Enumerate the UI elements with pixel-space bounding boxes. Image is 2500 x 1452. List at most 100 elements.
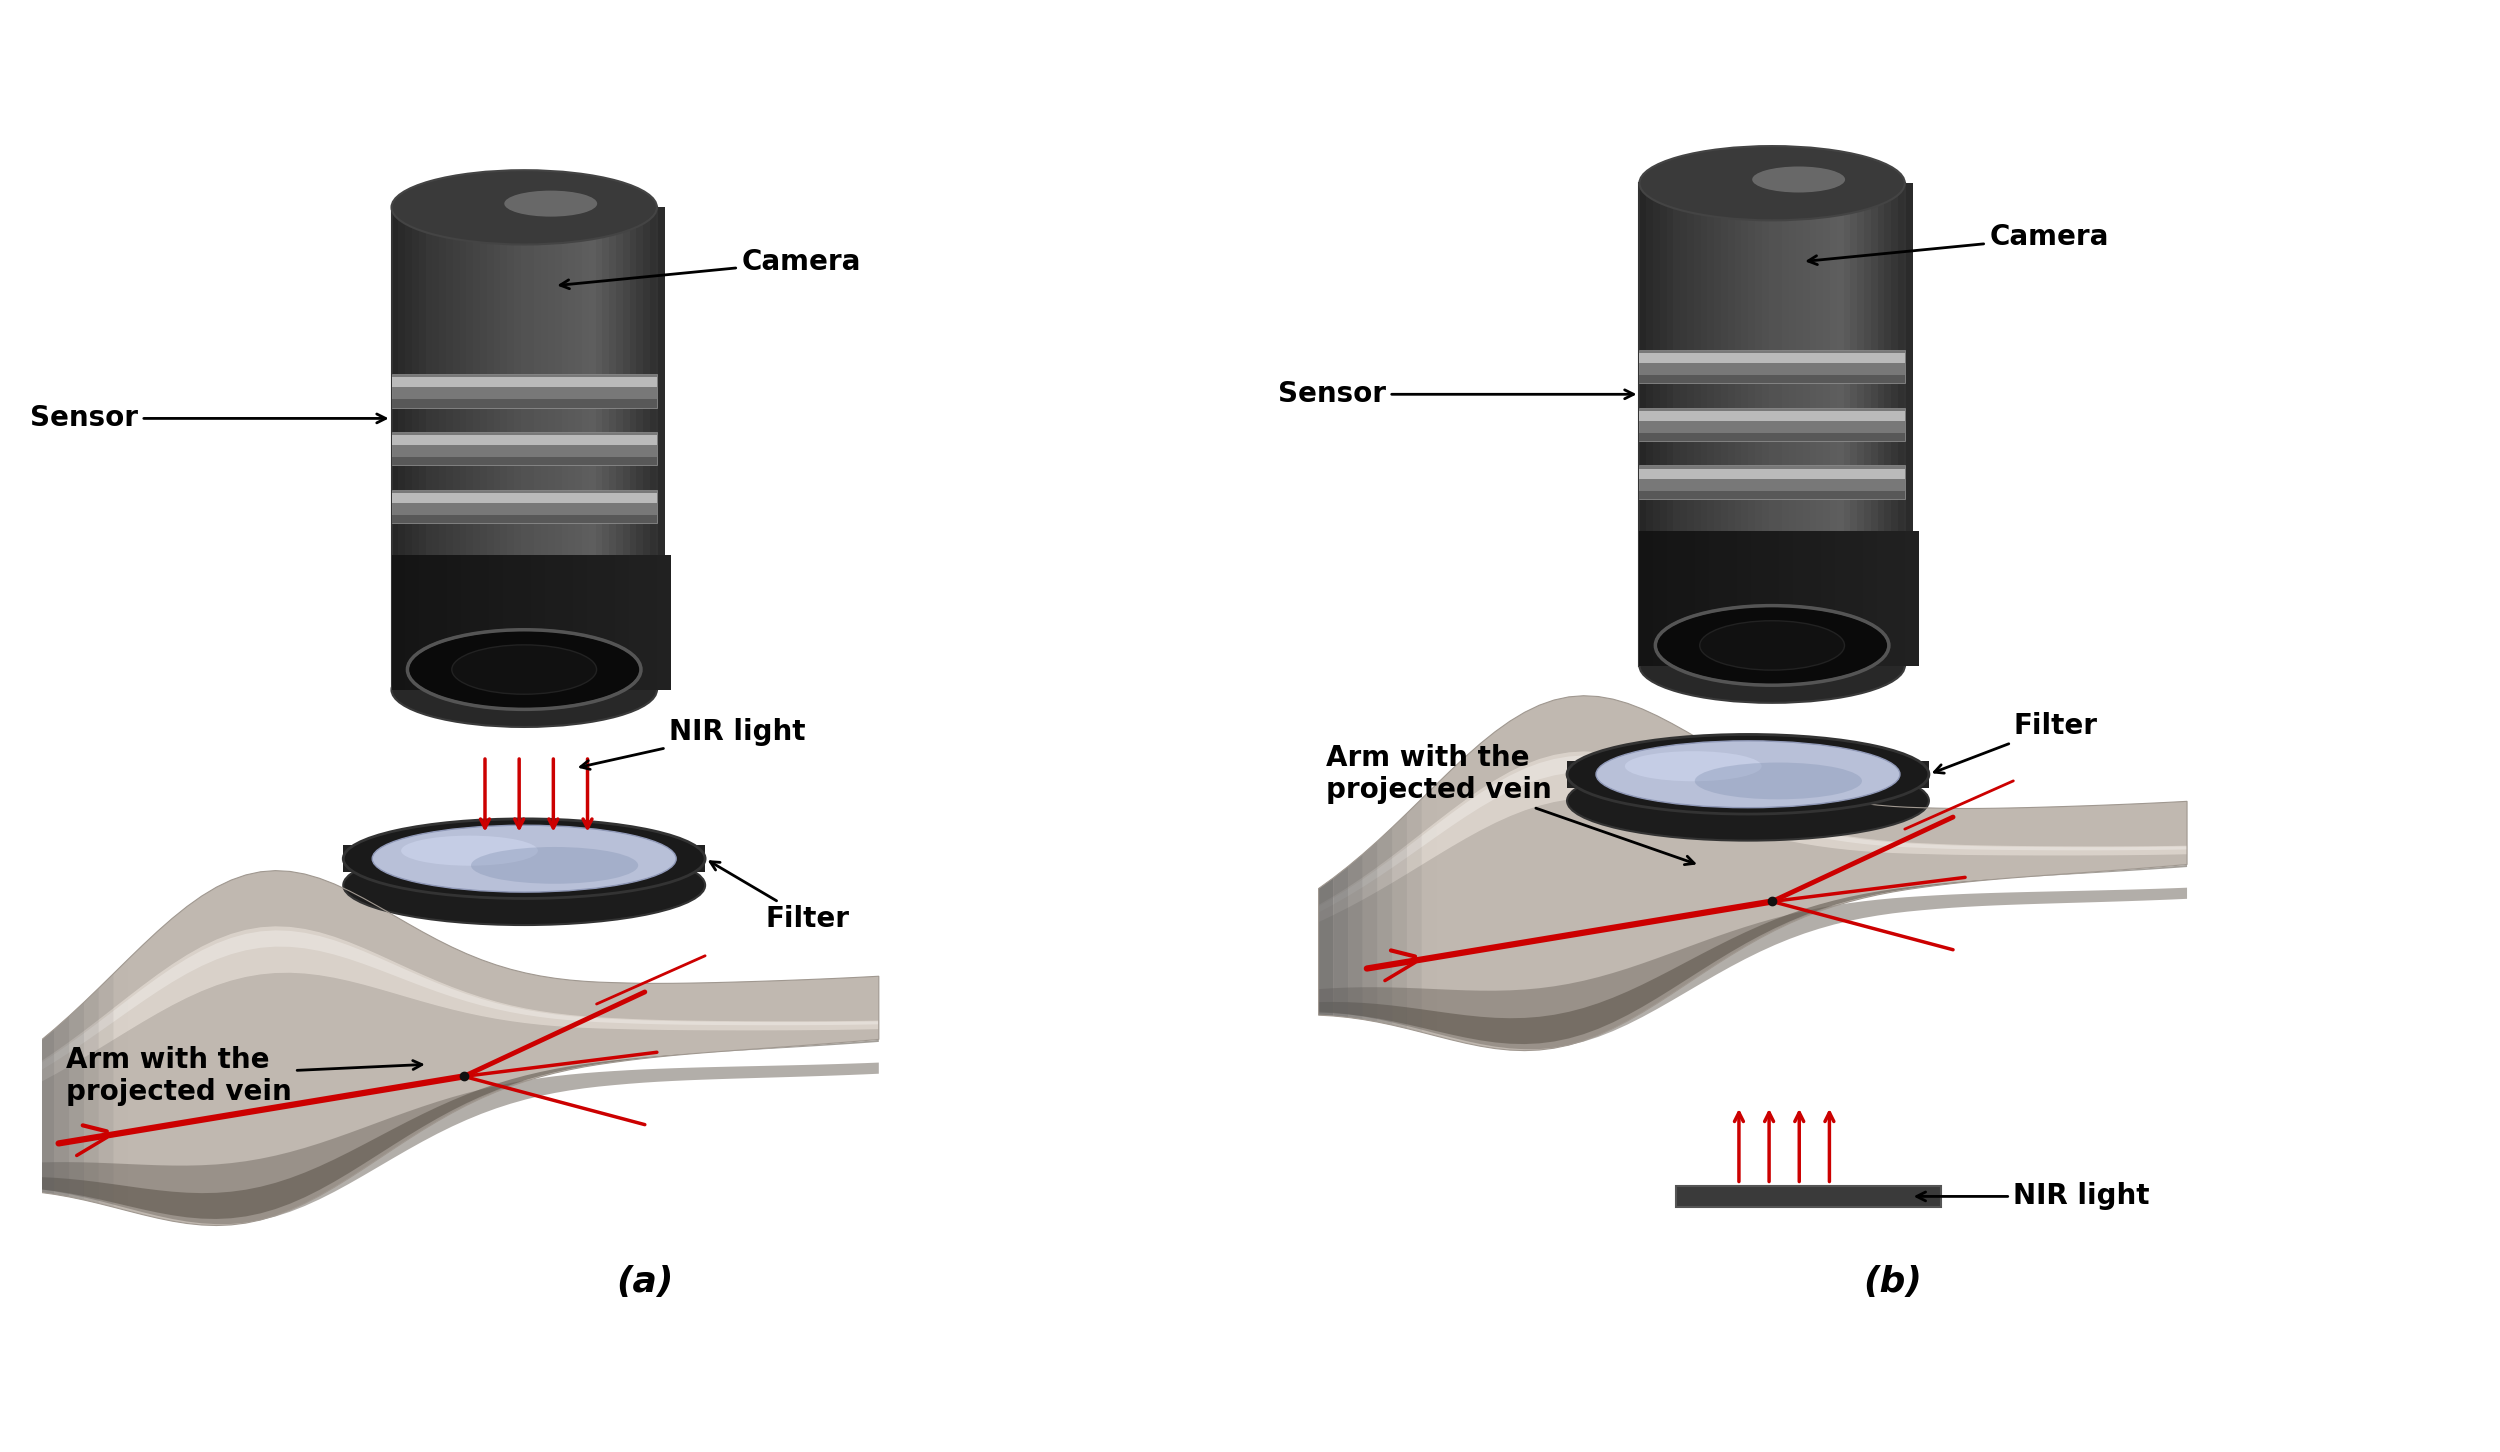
- Polygon shape: [55, 1016, 70, 1196]
- Bar: [405, 555, 420, 690]
- Bar: [1640, 408, 1905, 441]
- Bar: [1850, 530, 1862, 665]
- Polygon shape: [10, 931, 880, 1088]
- Bar: [420, 555, 435, 690]
- Bar: [545, 555, 560, 690]
- Bar: [1680, 183, 1688, 665]
- Bar: [392, 515, 658, 523]
- Bar: [630, 555, 642, 690]
- Ellipse shape: [342, 819, 705, 899]
- Bar: [448, 555, 462, 690]
- Bar: [1640, 466, 1905, 499]
- Polygon shape: [1378, 828, 1392, 1025]
- Ellipse shape: [1568, 761, 1930, 841]
- Bar: [590, 208, 598, 690]
- Bar: [1885, 183, 1892, 665]
- Bar: [1830, 183, 1838, 665]
- Text: NIR light: NIR light: [1918, 1182, 2150, 1211]
- Bar: [568, 208, 578, 690]
- Bar: [1765, 530, 1780, 665]
- Polygon shape: [342, 845, 350, 873]
- Bar: [1862, 530, 1878, 665]
- Bar: [1750, 530, 1765, 665]
- Bar: [1808, 530, 1822, 665]
- Text: (b): (b): [1862, 1265, 1922, 1300]
- Bar: [1720, 183, 1730, 665]
- Bar: [490, 555, 505, 690]
- Polygon shape: [40, 1029, 55, 1195]
- Text: (a): (a): [615, 1265, 672, 1300]
- Bar: [518, 555, 532, 690]
- Bar: [1890, 183, 1900, 665]
- Bar: [392, 431, 658, 466]
- Bar: [462, 555, 475, 690]
- Bar: [418, 208, 428, 690]
- Bar: [432, 208, 440, 690]
- Bar: [1905, 530, 1920, 665]
- Bar: [555, 208, 562, 690]
- Bar: [1688, 183, 1695, 665]
- Bar: [1890, 530, 1905, 665]
- Bar: [1640, 183, 1648, 665]
- Polygon shape: [1407, 799, 1422, 1032]
- Bar: [1640, 491, 1905, 499]
- Ellipse shape: [1700, 621, 1845, 671]
- Bar: [492, 208, 502, 690]
- Polygon shape: [1318, 755, 2188, 912]
- Bar: [1838, 183, 1845, 665]
- Text: Arm with the
projected vein: Arm with the projected vein: [65, 1045, 423, 1106]
- Bar: [1695, 183, 1703, 665]
- Bar: [528, 208, 535, 690]
- Bar: [440, 208, 448, 690]
- Bar: [600, 555, 615, 690]
- Ellipse shape: [392, 170, 658, 244]
- Bar: [500, 208, 508, 690]
- Polygon shape: [1318, 865, 2188, 1044]
- Bar: [392, 457, 658, 466]
- Ellipse shape: [452, 645, 598, 694]
- Bar: [1735, 183, 1742, 665]
- Bar: [1652, 183, 1660, 665]
- Bar: [1858, 183, 1865, 665]
- Bar: [1668, 530, 1682, 665]
- Bar: [1675, 1186, 1940, 1207]
- Bar: [1810, 183, 1818, 665]
- Ellipse shape: [1655, 605, 1890, 685]
- Text: Camera: Camera: [560, 248, 860, 289]
- Bar: [1818, 183, 1825, 665]
- Bar: [530, 555, 545, 690]
- Bar: [1905, 183, 1912, 665]
- Bar: [1640, 530, 1655, 665]
- Bar: [432, 555, 447, 690]
- Text: Filter: Filter: [710, 861, 850, 934]
- Ellipse shape: [400, 835, 538, 865]
- Bar: [562, 208, 570, 690]
- Polygon shape: [1318, 752, 2188, 922]
- Bar: [405, 208, 412, 690]
- Bar: [638, 208, 645, 690]
- Ellipse shape: [1595, 741, 1900, 807]
- Polygon shape: [1568, 761, 1572, 787]
- Bar: [548, 208, 555, 690]
- Bar: [1640, 353, 1905, 363]
- Bar: [575, 208, 582, 690]
- Bar: [515, 208, 522, 690]
- Bar: [1792, 530, 1808, 665]
- Text: Filter: Filter: [1935, 711, 2098, 772]
- Polygon shape: [10, 926, 880, 1096]
- Ellipse shape: [1625, 751, 1762, 781]
- Bar: [1802, 183, 1810, 665]
- Bar: [1700, 183, 1708, 665]
- Ellipse shape: [408, 630, 640, 710]
- Ellipse shape: [392, 652, 658, 727]
- Bar: [650, 208, 658, 690]
- Bar: [1640, 183, 1905, 665]
- Polygon shape: [1318, 696, 2188, 1051]
- Bar: [488, 208, 495, 690]
- Polygon shape: [98, 974, 112, 1207]
- Polygon shape: [1362, 841, 1378, 1022]
- Bar: [1748, 183, 1755, 665]
- Bar: [1708, 183, 1715, 665]
- Bar: [1822, 183, 1830, 665]
- Bar: [582, 208, 590, 690]
